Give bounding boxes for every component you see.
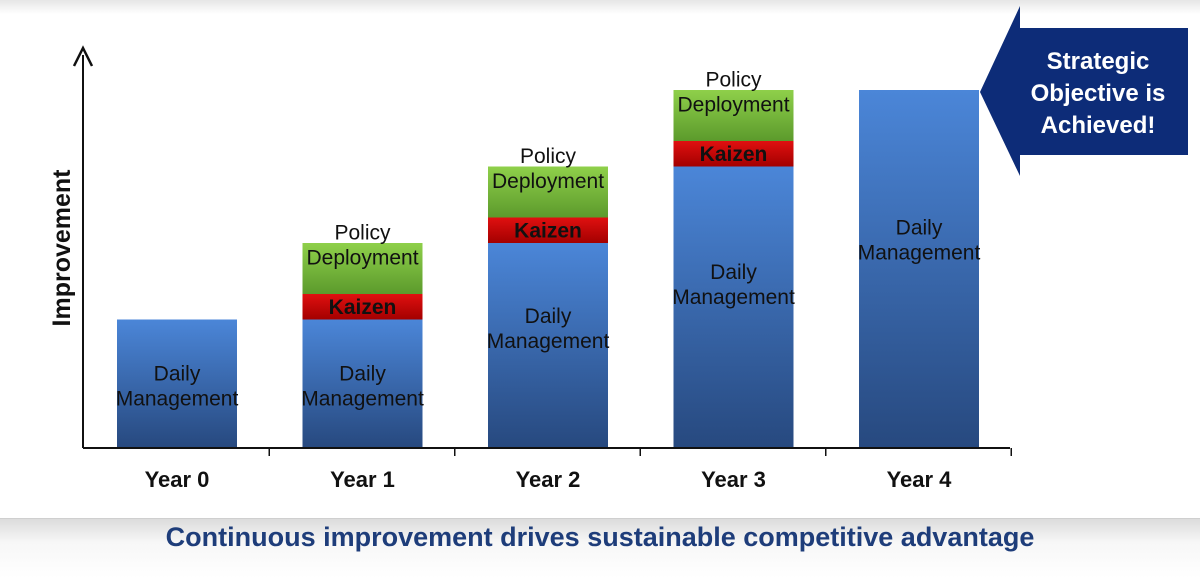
callout-line: Strategic [1046, 48, 1150, 75]
segment-label-daily-management: Daily Management [301, 362, 424, 410]
bar-segment-daily-management [859, 90, 979, 447]
footer-tagline: Continuous improvement drives sustainabl… [165, 522, 1035, 552]
bar-segment-daily-management [673, 166, 794, 447]
strategic-objective-callout: Strategic Objective is Achieved! [1010, 46, 1186, 142]
segment-label-policy-deployment: Policy Deployment [306, 222, 418, 270]
segment-label-policy-deployment: Policy Deployment [677, 69, 789, 117]
top-gradient-band [0, 0, 1200, 14]
x-tick-label: Year 0 [145, 467, 210, 492]
segment-label-daily-management: Daily Management [487, 305, 610, 353]
bar-segment-policy-deployment [673, 90, 794, 141]
segment-label-daily-management: Daily Management [672, 261, 795, 309]
y-axis-label: Improvement [48, 169, 76, 327]
footer-band [0, 518, 1200, 578]
segment-label-kaizen: Kaizen [700, 143, 768, 166]
x-tick-label: Year 2 [516, 467, 581, 492]
bar-segment-kaizen [302, 294, 423, 320]
bar-segment-kaizen [673, 141, 794, 167]
segment-label-kaizen: Kaizen [514, 219, 582, 242]
y-axis-arrow-icon [72, 45, 94, 67]
bar-segment-kaizen [488, 217, 608, 243]
segment-label-kaizen: Kaizen [329, 296, 397, 319]
segment-label-policy-deployment: Policy Deployment [492, 145, 604, 193]
bar-segment-daily-management [488, 243, 608, 447]
x-tick-label: Year 1 [330, 467, 395, 492]
bar-segment-daily-management [117, 319, 237, 447]
bar-segment-daily-management [302, 319, 423, 447]
callout-line: Objective is [1030, 80, 1166, 107]
segment-label-daily-management: Daily Management [858, 216, 981, 264]
callout-line: Achieved! [1040, 112, 1156, 139]
callout-arrow-shape [980, 6, 1188, 176]
x-tick-label: Year 3 [701, 467, 766, 492]
segment-label-daily-management: Daily Management [116, 362, 239, 410]
x-tick-label: Year 4 [887, 467, 953, 492]
bar-segment-policy-deployment [302, 243, 423, 294]
bar-segment-policy-deployment [488, 166, 608, 218]
